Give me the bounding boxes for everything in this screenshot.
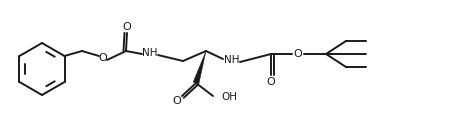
- Text: O: O: [267, 77, 275, 87]
- Text: NH: NH: [142, 48, 158, 58]
- Text: O: O: [123, 22, 131, 32]
- Polygon shape: [193, 51, 206, 84]
- Text: O: O: [98, 53, 107, 63]
- Text: O: O: [173, 96, 181, 106]
- Text: OH: OH: [221, 92, 237, 102]
- Text: O: O: [294, 49, 302, 59]
- Text: NH: NH: [224, 55, 240, 65]
